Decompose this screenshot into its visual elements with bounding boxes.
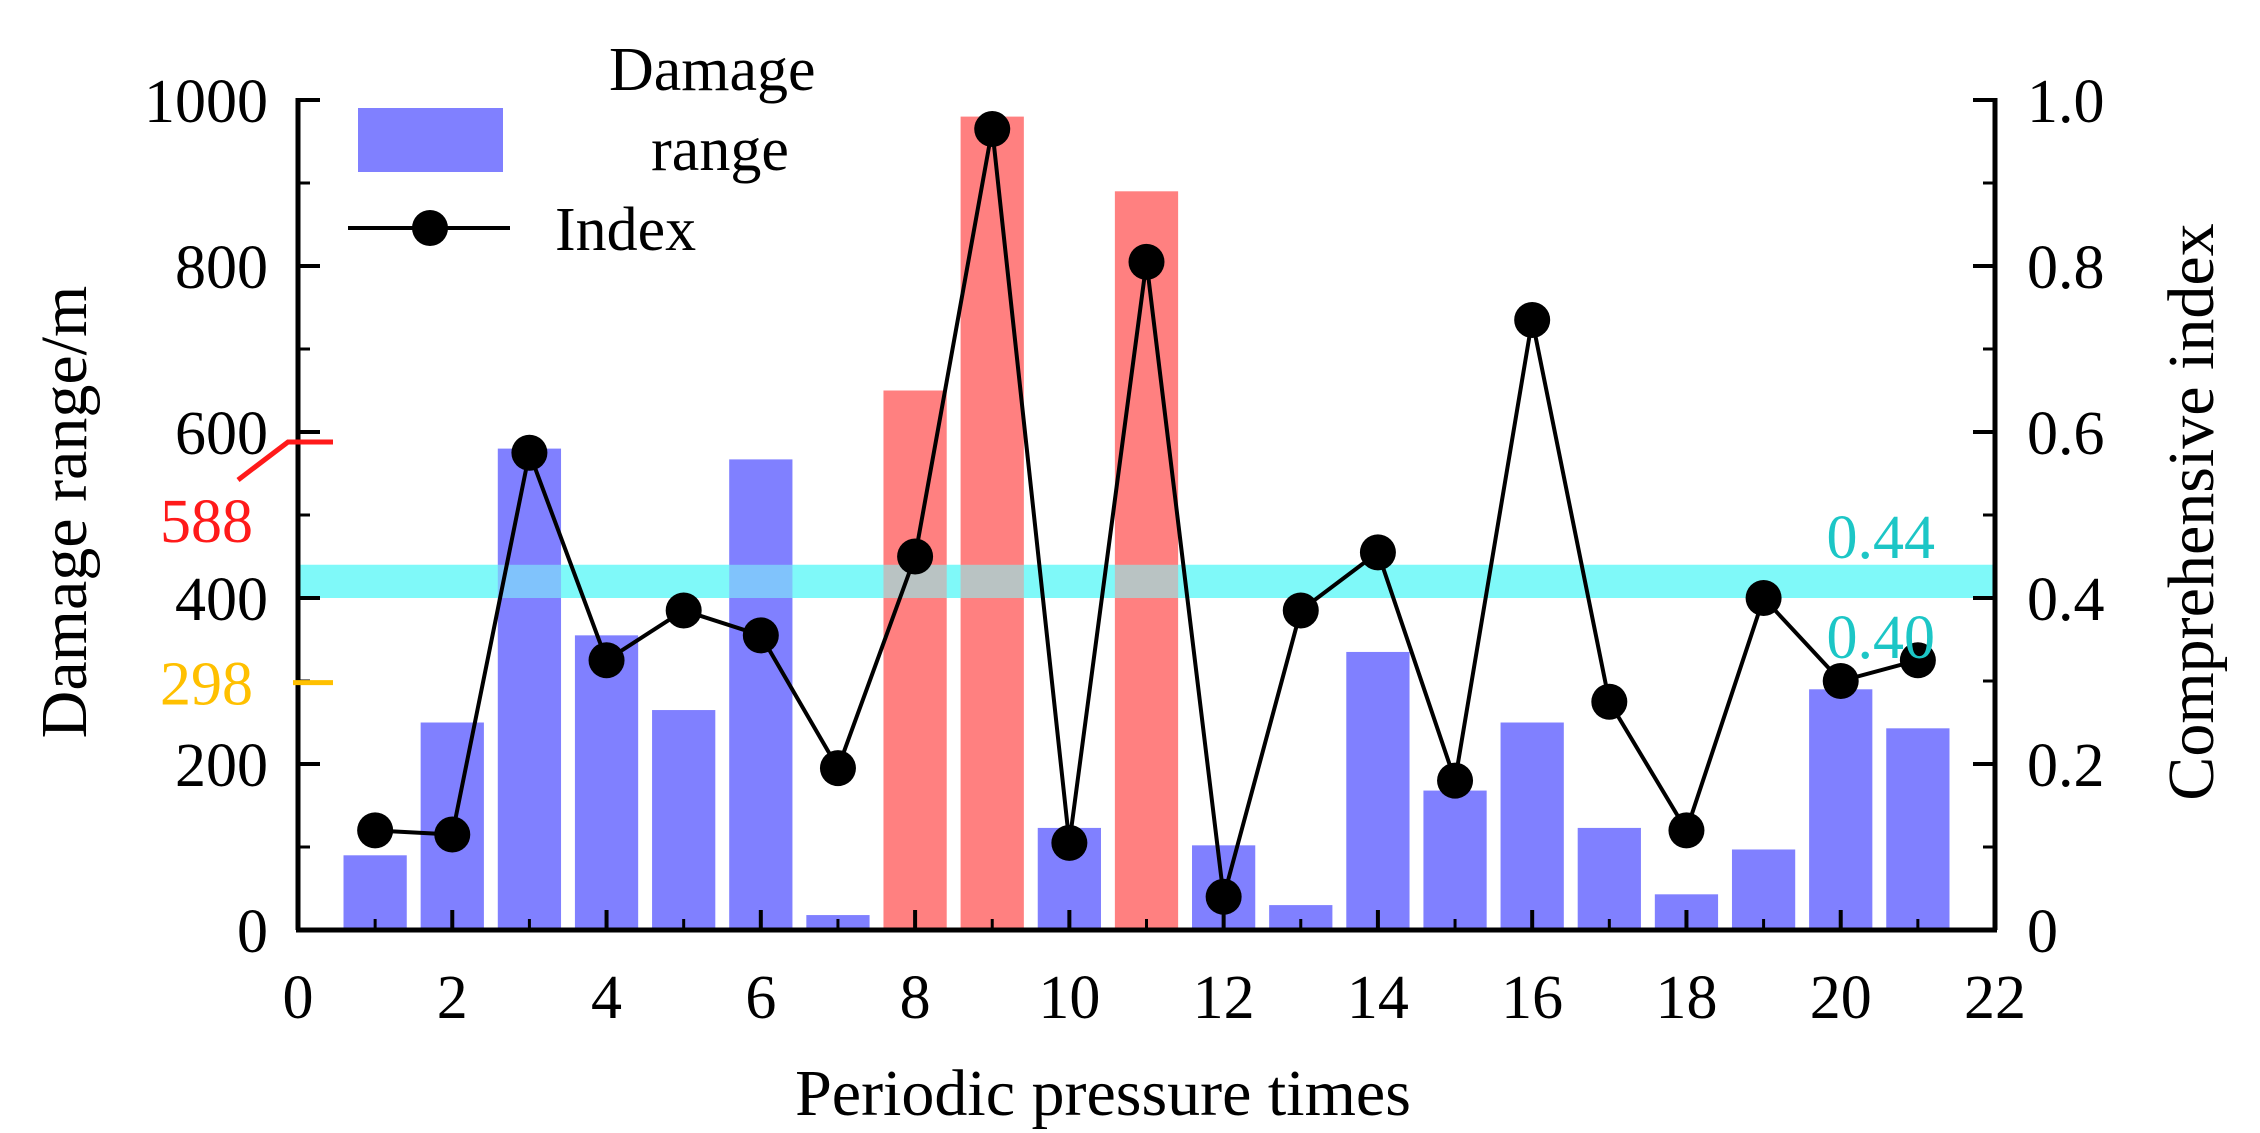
- marker-connector-588: [236, 439, 333, 482]
- threshold-band-overlay-layer: [298, 564, 1995, 598]
- bar-11: [1114, 191, 1179, 931]
- index-point-12: [1205, 878, 1242, 915]
- y2-tick-label-0.4: 0.4: [2027, 566, 2105, 634]
- y2-tick-label-0.8: 0.8: [2027, 234, 2105, 302]
- x-tick-label-20: 20: [1810, 964, 1872, 1032]
- y2-tick-label-0: 0: [2027, 898, 2058, 966]
- y-tick-label-0: 0: [237, 898, 268, 966]
- x-tick-label-16: 16: [1501, 964, 1563, 1032]
- legend-bar-swatch: [358, 108, 503, 172]
- y2-tick-label-1.0: 1.0: [2027, 68, 2105, 136]
- index-point-13: [1282, 592, 1319, 629]
- y2-tick-label-0.2: 0.2: [2027, 732, 2105, 800]
- bar-20: [1809, 689, 1873, 930]
- index-point-3: [511, 434, 548, 471]
- index-point-7: [819, 750, 856, 787]
- index-point-9: [974, 111, 1011, 148]
- bar-8: [883, 390, 947, 930]
- marker-label-298: 298: [160, 651, 253, 719]
- bar-3: [497, 448, 562, 930]
- legend-bar-label: Damage range: [609, 36, 831, 184]
- bar-19: [1731, 849, 1796, 930]
- bar-17: [1577, 827, 1641, 930]
- bar-21: [1886, 728, 1950, 930]
- legend-bar-label-line1: Damage: [609, 36, 816, 104]
- x-tick-label-10: 10: [1038, 964, 1100, 1032]
- bar-5: [652, 710, 716, 930]
- index-point-20: [1822, 663, 1859, 699]
- y-tick-label-1000: 1000: [144, 68, 268, 136]
- index-point-11: [1128, 243, 1165, 280]
- bar-9: [960, 116, 1024, 931]
- y-tick-label-400: 400: [175, 566, 268, 634]
- bar-16: [1500, 722, 1564, 930]
- index-point-10: [1051, 824, 1088, 861]
- x-tick-label-14: 14: [1347, 964, 1409, 1032]
- y-tick-label-600: 600: [175, 400, 268, 468]
- index-point-5: [665, 592, 702, 629]
- x-tick-label-22: 22: [1964, 964, 2026, 1032]
- index-point-17: [1591, 683, 1628, 720]
- x-tick-label-18: 18: [1655, 964, 1717, 1032]
- legend-line-label: Index: [555, 196, 696, 264]
- x-tick-label-0: 0: [283, 964, 314, 1032]
- marker-label-588: 588: [160, 488, 253, 556]
- index-point-1: [357, 812, 394, 849]
- x-tick-label-6: 6: [745, 964, 776, 1032]
- bar-15: [1423, 790, 1487, 930]
- index-point-14: [1359, 534, 1396, 571]
- y-tick-label-800: 800: [175, 234, 268, 302]
- x-tick-label-8: 8: [900, 964, 931, 1032]
- bar-6: [729, 459, 793, 930]
- x-axis-title: Periodic pressure times: [795, 1057, 1411, 1130]
- threshold-band-overlay: [298, 564, 1995, 598]
- index-point-21: [1899, 642, 1936, 679]
- bar-4: [574, 635, 639, 930]
- index-point-4: [588, 642, 625, 679]
- label-layer: Periodic pressure times Damage range/m C…: [28, 68, 2228, 1130]
- index-point-6: [742, 617, 779, 654]
- legend: Damage range Index: [348, 36, 831, 264]
- x-tick-label-4: 4: [591, 964, 622, 1032]
- index-point-8: [897, 538, 934, 575]
- index-point-2: [434, 816, 471, 853]
- x-tick-label-2: 2: [437, 964, 468, 1032]
- bar-layer: [343, 116, 1950, 931]
- x-tick-label-12: 12: [1193, 964, 1255, 1032]
- band-label-lower: 0.40: [1827, 604, 1936, 672]
- y-axis-title: Damage range/m: [28, 286, 101, 739]
- index-line-layer: [357, 111, 1936, 915]
- legend-line-marker: [412, 210, 448, 246]
- index-point-16: [1514, 301, 1551, 338]
- bar-1: [343, 855, 407, 930]
- y-tick-label-200: 200: [175, 732, 268, 800]
- bar-14: [1346, 651, 1410, 930]
- index-point-18: [1668, 812, 1705, 849]
- legend-bar-label-line2: range: [651, 116, 789, 184]
- band-label-upper: 0.44: [1827, 504, 1936, 572]
- y2-tick-label-0.6: 0.6: [2027, 400, 2105, 468]
- y2-axis-title: Comprehensive index: [2155, 223, 2228, 800]
- index-point-15: [1437, 762, 1474, 799]
- index-point-19: [1745, 580, 1782, 616]
